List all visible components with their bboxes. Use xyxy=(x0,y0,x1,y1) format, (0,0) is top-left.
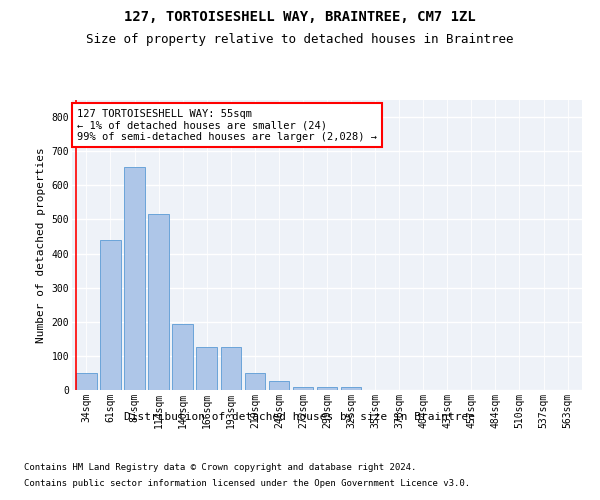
Bar xyxy=(148,214,169,390)
Text: 127 TORTOISESHELL WAY: 55sqm
← 1% of detached houses are smaller (24)
99% of sem: 127 TORTOISESHELL WAY: 55sqm ← 1% of det… xyxy=(77,108,377,142)
Bar xyxy=(293,386,313,390)
Bar xyxy=(172,324,193,390)
Text: Contains public sector information licensed under the Open Government Licence v3: Contains public sector information licen… xyxy=(24,479,470,488)
Text: Size of property relative to detached houses in Braintree: Size of property relative to detached ho… xyxy=(86,32,514,46)
Text: Contains HM Land Registry data © Crown copyright and database right 2024.: Contains HM Land Registry data © Crown c… xyxy=(24,462,416,471)
Bar xyxy=(317,388,337,390)
Bar xyxy=(341,388,361,390)
Text: 127, TORTOISESHELL WAY, BRAINTREE, CM7 1ZL: 127, TORTOISESHELL WAY, BRAINTREE, CM7 1… xyxy=(124,10,476,24)
Bar xyxy=(196,348,217,390)
Bar xyxy=(124,166,145,390)
Bar xyxy=(100,240,121,390)
Y-axis label: Number of detached properties: Number of detached properties xyxy=(36,147,46,343)
Bar xyxy=(245,373,265,390)
Bar xyxy=(269,381,289,390)
Bar xyxy=(76,373,97,390)
Text: Distribution of detached houses by size in Braintree: Distribution of detached houses by size … xyxy=(125,412,476,422)
Bar xyxy=(221,348,241,390)
